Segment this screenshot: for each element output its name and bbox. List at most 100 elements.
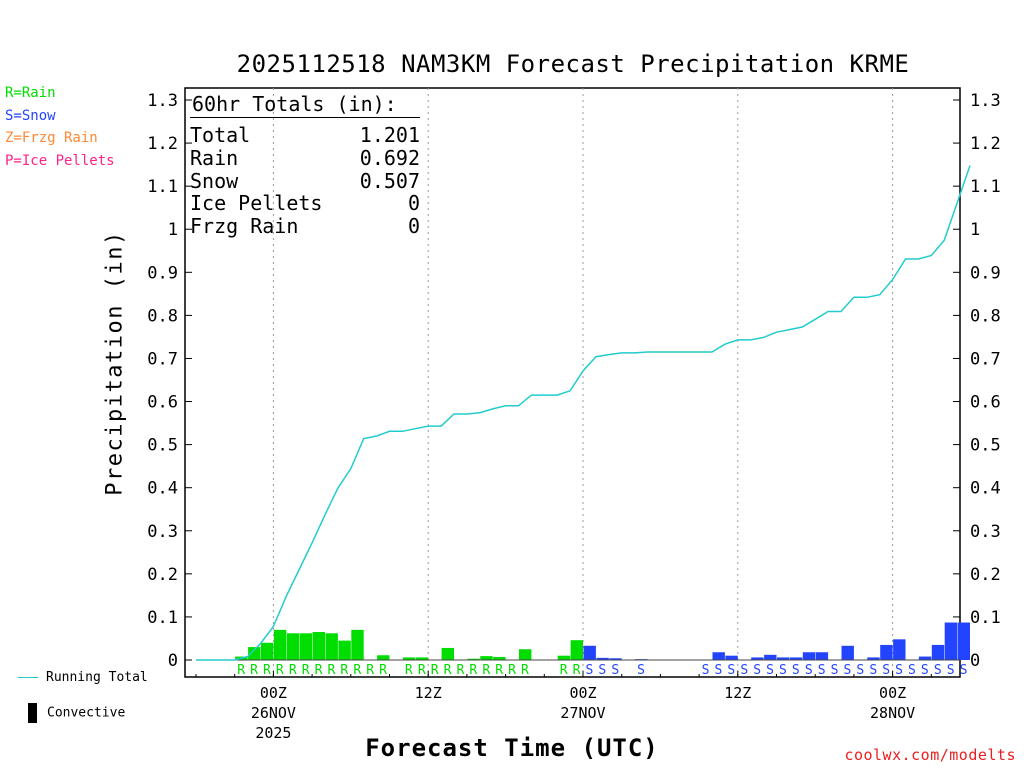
precip-bar xyxy=(815,652,829,660)
x-tick-date: 27NOV xyxy=(560,704,605,722)
y-tick-label-left: 1.1 xyxy=(147,177,178,197)
totals-value: 0.692 xyxy=(359,145,420,170)
totals-row-snow: Snow 0.507 xyxy=(190,169,420,193)
precip-type-letter: S xyxy=(895,663,903,678)
precip-bar xyxy=(351,629,364,660)
precip-bar xyxy=(467,658,480,660)
y-tick-label-right: 0.7 xyxy=(970,349,1001,369)
totals-value: 0 xyxy=(407,214,420,239)
y-axis-label: Precipitation (in) xyxy=(102,230,128,496)
precip-bar xyxy=(248,647,261,660)
precip-type-letter: R xyxy=(366,663,374,678)
precip-type-letter: S xyxy=(586,663,594,678)
precip-type-letter: R xyxy=(340,663,348,678)
precip-type-letter: S xyxy=(831,663,839,678)
precip-bar xyxy=(777,657,790,660)
precip-bar xyxy=(918,656,932,660)
precip-type-letter: R xyxy=(276,663,284,678)
precip-type-letter: S xyxy=(869,663,877,678)
precip-bar xyxy=(880,644,893,660)
precip-bar xyxy=(299,633,313,660)
totals-row-rain: Rain 0.692 xyxy=(190,145,420,170)
precip-bar xyxy=(712,652,725,660)
precip-bar xyxy=(893,639,906,660)
chart-title: 2025112518 NAM3KM Forecast Precipitation… xyxy=(236,50,910,78)
y-tick-label-right: 0.1 xyxy=(970,608,1001,628)
precip-type-letter: R xyxy=(315,663,323,678)
precip-type-letter: S xyxy=(740,663,748,678)
precip-type-letter: S xyxy=(818,663,826,678)
y-tick-label-left: 0.1 xyxy=(147,608,178,628)
precip-bar xyxy=(273,629,287,660)
precip-bar xyxy=(751,657,764,660)
running-total-label: Running Total xyxy=(46,670,148,685)
precip-bar xyxy=(596,657,609,660)
y-tick-label-right: 0.2 xyxy=(970,565,1001,585)
precip-type-letter: R xyxy=(289,663,297,678)
totals-row-ice-pellets: Ice Pellets 0 xyxy=(190,192,420,215)
precip-bar xyxy=(338,640,351,660)
precip-type-letter: S xyxy=(715,663,723,678)
precip-type-letter: R xyxy=(560,663,568,678)
precip-type-letter: S xyxy=(766,663,774,678)
x-axis-label: Forecast Time (UTC) xyxy=(365,734,659,762)
x-tick-date: 28NOV xyxy=(870,704,915,722)
precip-bar xyxy=(609,658,622,660)
precip-type-letter: S xyxy=(702,663,710,678)
legend-freezing-rain: Z=Frzg Rain xyxy=(5,130,98,146)
precip-type-letter: S xyxy=(882,663,890,678)
precip-type-letter: R xyxy=(302,663,310,678)
y-tick-label-left: 0.4 xyxy=(147,479,178,499)
precip-type-letter: R xyxy=(379,663,387,678)
precip-type-letter: R xyxy=(250,663,258,678)
precip-bar xyxy=(570,640,583,660)
precip-bar xyxy=(802,652,816,660)
precip-type-letter: R xyxy=(573,663,581,678)
precip-type-letter: R xyxy=(237,663,245,678)
convective-label: Convective xyxy=(47,705,126,721)
running-total-legend: Running Total xyxy=(18,670,148,685)
x-tick-label: 12Z xyxy=(415,684,442,702)
totals-box: 60hr Totals (in): Total 1.201 Rain 0.692… xyxy=(190,92,420,238)
y-tick-label-left: 0.5 xyxy=(147,436,178,456)
y-tick-label-right: 1 xyxy=(970,220,980,240)
y-tick-label-left: 0.8 xyxy=(147,306,178,326)
precip-type-letter: S xyxy=(727,663,735,678)
y-tick-label-right: 1.3 xyxy=(970,91,1001,111)
totals-row-total: Total 1.201 xyxy=(190,124,420,147)
legend-rain: R=Rain xyxy=(5,85,56,101)
precip-bar xyxy=(557,655,571,660)
precip-type-letter: R xyxy=(444,663,452,678)
y-tick-label-right: 0.6 xyxy=(970,393,1001,413)
y-tick-label-right: 1.2 xyxy=(970,134,1001,154)
y-tick-label-left: 1.3 xyxy=(147,91,178,111)
precip-bar xyxy=(519,649,532,660)
precip-type-letter: R xyxy=(457,663,465,678)
precip-type-letter: S xyxy=(908,663,916,678)
precip-bar xyxy=(789,657,803,660)
precip-bar xyxy=(415,657,429,660)
x-tick-label: 12Z xyxy=(724,684,751,702)
running-total-line xyxy=(196,165,971,661)
convective-bar-icon xyxy=(28,703,37,723)
y-tick-label-right: 0.3 xyxy=(970,522,1001,542)
precip-type-letter: S xyxy=(611,663,619,678)
precip-bar xyxy=(402,657,416,660)
y-tick-label-right: 1.1 xyxy=(970,177,1001,197)
x-tick-label: 00Z xyxy=(260,684,287,702)
precip-type-letter: R xyxy=(328,663,336,678)
y-tick-label-right: 0 xyxy=(970,651,980,671)
y-tick-label-left: 0.6 xyxy=(147,393,178,413)
precip-bar xyxy=(377,655,390,660)
credit-link[interactable]: coolwx.com/modelts xyxy=(844,746,1016,764)
precip-type-letter: S xyxy=(637,663,645,678)
precip-type-letter: S xyxy=(934,663,942,678)
precip-type-letter: R xyxy=(431,663,439,678)
totals-value: 1.201 xyxy=(359,123,420,147)
legend-ice-pellets: P=Ice Pellets xyxy=(5,152,115,169)
precip-type-letter: S xyxy=(805,663,813,678)
precip-bar xyxy=(261,642,274,660)
precip-bar xyxy=(441,647,454,660)
running-total-line-icon xyxy=(18,677,38,678)
